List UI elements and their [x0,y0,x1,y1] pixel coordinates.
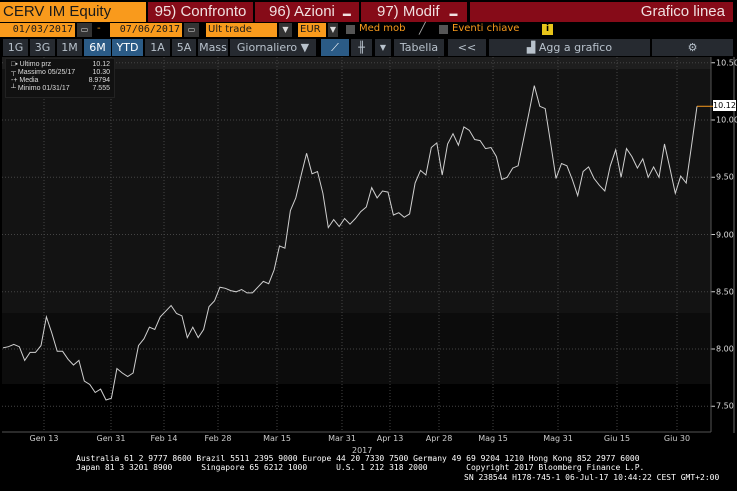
frequency-select[interactable]: Giornaliero ▼ [230,39,316,56]
x-tick-label: Mag 15 [478,434,508,443]
x-tick-label: Giu 15 [603,434,631,443]
tab-max[interactable]: Mass [198,39,228,56]
legend-item: □▪ Ultimo prz 10.12 [11,61,110,69]
y-tick-label: 8.50 [716,287,734,297]
chevron-down-icon[interactable]: ▼ [279,23,292,37]
start-date-input[interactable]: 01/03/2017 [0,23,75,37]
tab-3g[interactable]: 3G [30,39,55,56]
key-events-checkbox[interactable] [439,25,448,34]
actions-label: 96) Azioni [269,3,335,20]
pencil-icon[interactable]: ╱ [419,22,426,35]
legend-item: -+ Media 8.9794 [11,77,110,85]
info-icon[interactable]: i [542,24,553,35]
legend-label: ┴ Minimo 01/31/17 [11,85,70,92]
last-price-label: 10.12 [713,100,736,111]
plot-band [2,69,711,313]
tab-1g[interactable]: 1G [3,39,28,56]
tab-1m[interactable]: 1M [57,39,82,56]
legend-item: ┴ Minimo 01/31/17 7.555 [11,85,110,93]
back-button[interactable]: << [448,39,486,56]
moving-avg-checkbox[interactable] [346,25,355,34]
legend-item: ┬ Massimo 05/25/17 10.30 [11,69,110,77]
legend-label: □▪ Ultimo prz [11,61,52,68]
legend-label: ┬ Massimo 05/25/17 [11,69,76,76]
ticker-field[interactable]: CERV IM Equity [0,2,146,22]
x-tick-label: Mag 31 [543,434,573,443]
actions-button[interactable]: 96) Azioni ▬ [255,2,359,22]
x-tick-label: Feb 14 [150,434,178,443]
currency-select[interactable]: EUR [298,23,326,37]
table-button[interactable]: Tabella [394,39,444,56]
x-axis-year: 2017 [352,446,373,455]
y-tick-label: 10.00 [716,115,737,125]
plot-band [2,384,711,432]
x-tick-label: Gen 31 [96,434,126,443]
price-chart[interactable] [0,57,737,433]
edit-button[interactable]: 97) Modif ▬ [361,2,467,22]
x-tick-label: Gen 13 [29,434,59,443]
bar-chart-icon[interactable]: ╫ [351,39,372,56]
y-tick-label: 9.00 [716,230,734,239]
footer-contacts-line2: Japan 81 3 3201 8900 Singapore 65 6212 1… [76,463,645,472]
date-separator: - [97,23,101,34]
calendar-icon[interactable]: ▭ [184,23,199,37]
x-tick-label: Apr 13 [376,434,404,443]
chevron-down-icon[interactable]: ▼ [375,39,391,56]
settings-gear-icon[interactable]: ⚙ [652,39,733,56]
tab-ytd[interactable]: YTD [112,39,143,56]
calendar-icon[interactable]: ▭ [77,23,92,37]
x-tick-label: Feb 28 [204,434,232,443]
footer-contacts-line1: Australia 61 2 9777 8600 Brazil 5511 239… [76,454,640,463]
dropdown-icon: ▬ [342,9,351,18]
add-to-chart-button[interactable]: ▟ Agg a grafico [489,39,650,56]
x-tick-label: Mar 15 [263,434,291,443]
chevron-down-icon[interactable]: ▼ [328,23,338,37]
tab-6m[interactable]: 6M [84,39,111,56]
legend-value: 10.30 [92,69,110,76]
price-field-select[interactable]: Ult trade [206,23,277,37]
chart-type-title: Grafico linea [470,2,733,22]
price-line [2,85,698,401]
tab-5a[interactable]: 5A [172,39,196,56]
legend: □▪ Ultimo prz 10.12 ┬ Massimo 05/25/17 10.… [5,58,115,98]
y-tick-label: 7.50 [716,401,734,411]
moving-avg-label: Med mob [359,23,406,34]
edit-label: 97) Modif [377,3,440,20]
x-tick-label: Giu 30 [663,434,691,443]
y-tick-label: 8.00 [716,344,734,354]
tab-1a[interactable]: 1A [145,39,170,56]
compare-button[interactable]: 95) Confronto [148,2,253,22]
end-date-input[interactable]: 07/06/2017 [110,23,182,37]
x-tick-label: Apr 28 [425,434,453,443]
dropdown-icon: ▬ [449,9,458,18]
legend-value: 10.12 [92,61,110,68]
legend-value: 7.555 [92,85,110,92]
chart-add-icon: ▟ [526,41,539,54]
add-to-chart-label: Agg a grafico [538,41,613,54]
chart-frame [733,57,735,433]
footer-session-info: SN 238544 H178-745-1 06-Jul-17 10:44:22 … [464,473,720,482]
line-chart-icon[interactable]: ⟋ [321,39,349,56]
x-tick-label: Mar 31 [328,434,356,443]
legend-label: -+ Media [11,77,39,84]
y-tick-label: 10.50 [716,58,737,68]
y-tick-label: 9.50 [716,172,734,182]
legend-value: 8.9794 [88,77,110,84]
key-events-label: Eventi chiave [452,23,520,34]
